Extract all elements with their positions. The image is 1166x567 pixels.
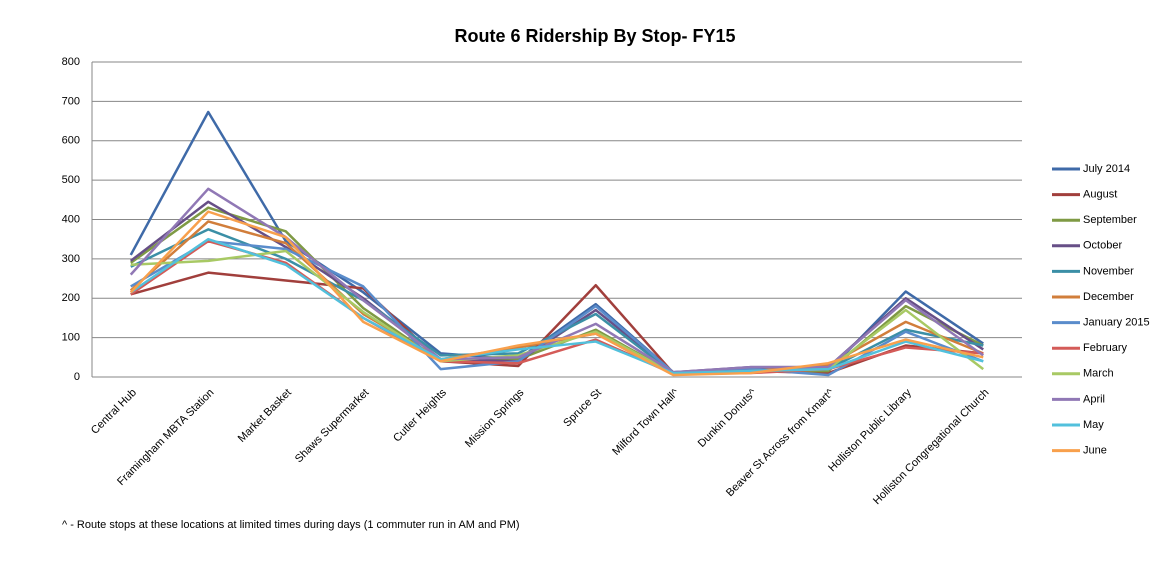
- x-tick-label: Spruce St: [561, 387, 604, 430]
- legend-label: April: [1083, 393, 1105, 405]
- legend-label: October: [1083, 240, 1122, 252]
- x-tick-label: Milford Town Hall^: [610, 386, 682, 458]
- x-tick-label: Mission Springs: [463, 386, 527, 450]
- y-tick-label: 800: [62, 56, 80, 68]
- y-tick-label: 500: [62, 174, 80, 186]
- x-tick-label: Market Basket: [236, 387, 294, 445]
- x-tick-label: Dunkin Donuts^: [696, 386, 760, 450]
- y-tick-label: 300: [62, 253, 80, 265]
- legend-label: September: [1083, 214, 1137, 226]
- y-tick-label: 200: [62, 292, 80, 304]
- chart-title: Route 6 Ridership By Stop- FY15: [454, 26, 735, 46]
- y-tick-label: 100: [62, 332, 80, 344]
- legend-label: March: [1083, 368, 1114, 380]
- footnote: ^ - Route stops at these locations at li…: [62, 519, 520, 531]
- legend-label: February: [1083, 342, 1128, 354]
- y-tick-label: 400: [62, 213, 80, 225]
- legend-label: August: [1083, 189, 1117, 201]
- y-tick-label: 600: [62, 135, 80, 147]
- x-tick-label: Cutler Heights: [391, 386, 449, 444]
- legend-label: July 2014: [1083, 163, 1130, 175]
- series-line: [130, 271, 984, 375]
- legend-label: May: [1083, 419, 1104, 431]
- series-line: [129, 210, 984, 377]
- series-line: [130, 239, 984, 377]
- series-line: [130, 237, 984, 375]
- y-tick-label: 700: [62, 95, 80, 107]
- x-tick-label: Shaws Supermarket: [293, 387, 372, 466]
- legend-label: January 2015: [1083, 317, 1150, 329]
- legend-label: November: [1083, 265, 1134, 277]
- x-tick-label: Holliston Public Library: [826, 386, 914, 474]
- legend-label: June: [1083, 445, 1107, 457]
- legend-label: December: [1083, 291, 1134, 303]
- y-tick-label: 0: [74, 371, 80, 383]
- x-tick-label: Central Hub: [89, 387, 139, 437]
